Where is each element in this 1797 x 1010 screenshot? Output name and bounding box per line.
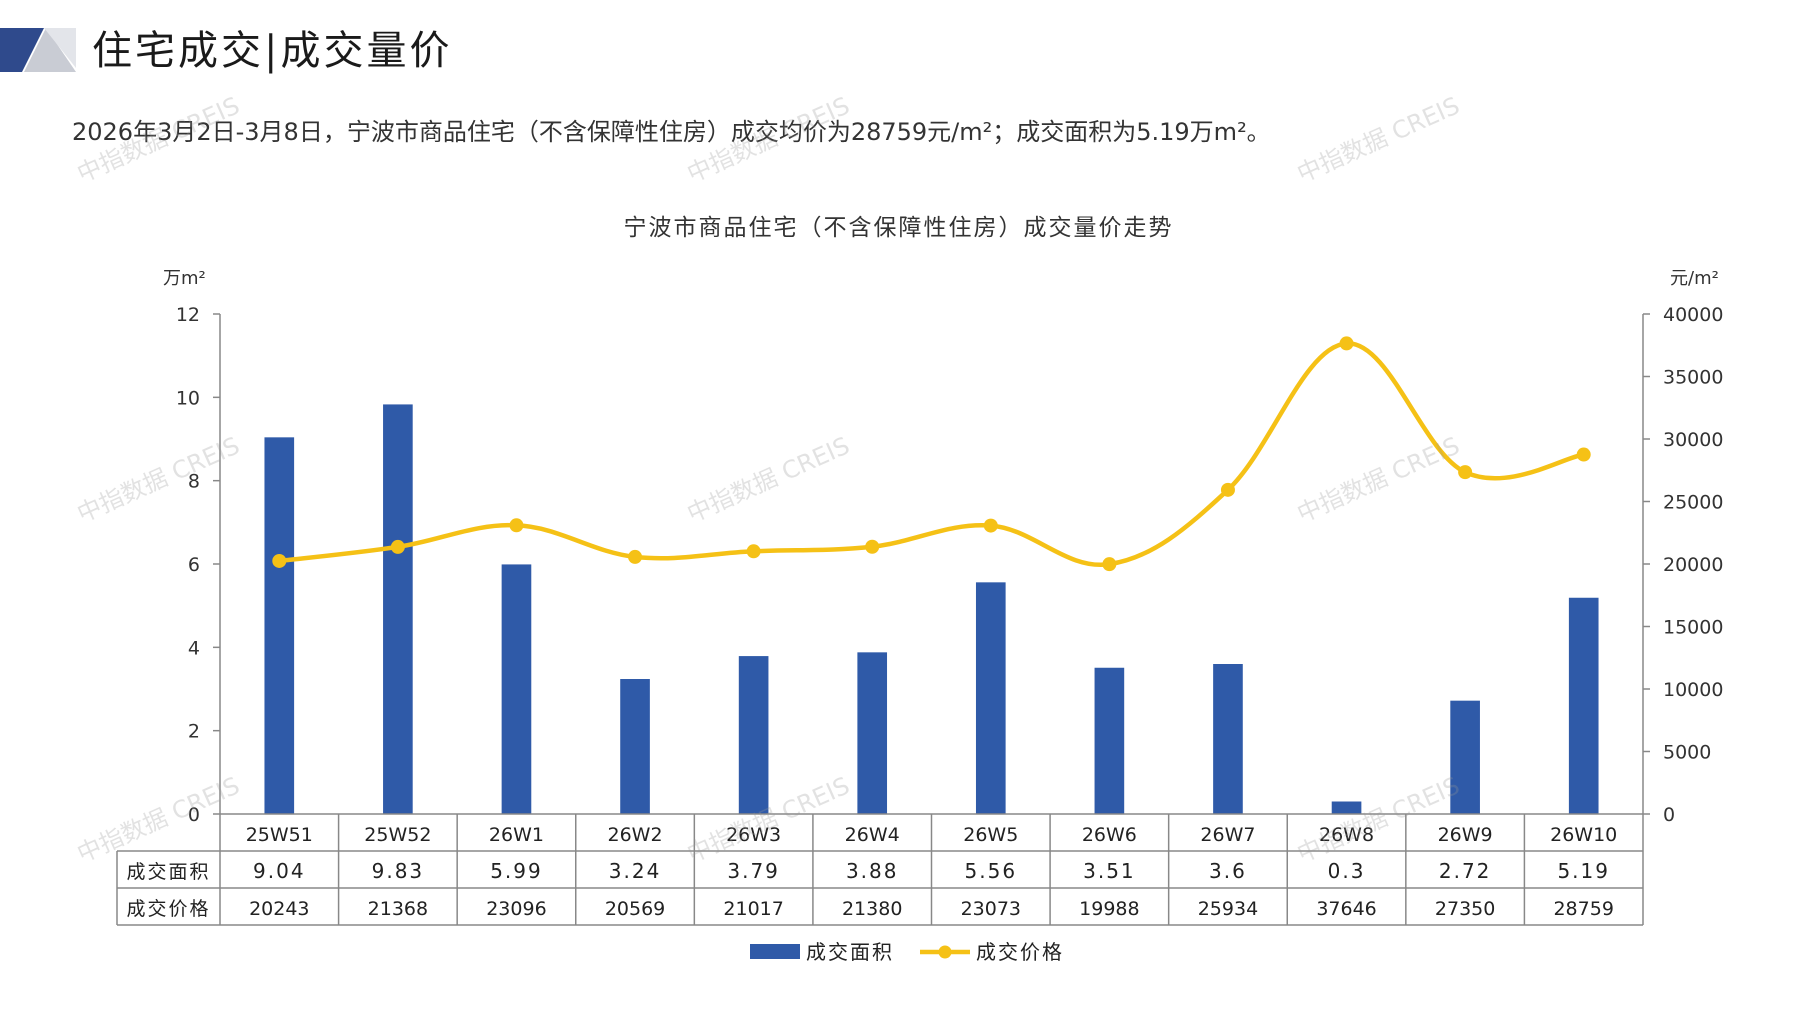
- table-cell-area: 9.04: [253, 859, 306, 883]
- bar-26W8: [1331, 801, 1362, 814]
- table-cell-price: 23073: [961, 898, 1021, 920]
- y-right-tick-label: 30000: [1663, 429, 1723, 451]
- price-point-25W52: [390, 539, 405, 554]
- bar-26W2: [620, 679, 650, 814]
- x-tick-label: 26W10: [1550, 824, 1617, 846]
- table-cell-area: 5.99: [490, 859, 543, 883]
- y-right-tick-label: 25000: [1663, 492, 1723, 514]
- price-point-26W4: [865, 539, 880, 554]
- brand-logo-icon: [0, 28, 76, 72]
- x-tick-label: 26W2: [608, 824, 663, 846]
- bar-25W52: [383, 404, 413, 814]
- price-point-26W2: [628, 549, 643, 564]
- y-right-tick-label: 35000: [1663, 367, 1723, 389]
- legend-label-area: 成交面积: [806, 940, 894, 964]
- table-cell-area: 9.83: [372, 859, 425, 883]
- price-point-26W9: [1458, 465, 1473, 480]
- x-tick-label: 26W4: [845, 824, 900, 846]
- table-cell-price: 19988: [1079, 898, 1139, 920]
- table-row-label-price: 成交价格: [126, 898, 210, 920]
- legend-swatch-area: [750, 944, 800, 959]
- table-cell-area: 3.24: [609, 859, 662, 883]
- bar-26W10: [1568, 597, 1599, 814]
- summary-text: 2026年3月2日-3月8日，宁波市商品住宅（不含保障性住房）成交均价为2875…: [72, 118, 1271, 146]
- x-tick-label: 26W1: [489, 824, 544, 846]
- y-left-unit: 万m²: [163, 268, 206, 289]
- y-left-tick-label: 2: [188, 721, 200, 743]
- table-cell-price: 20569: [605, 898, 665, 920]
- bar-26W5: [975, 582, 1006, 814]
- table-cell-area: 3.51: [1083, 859, 1136, 883]
- price-line: [279, 341, 1585, 568]
- y-right-tick-label: 0: [1663, 804, 1675, 826]
- x-tick-label: 25W52: [364, 824, 431, 846]
- y-left-tick-label: 8: [188, 471, 200, 493]
- y-left-tick-label: 10: [176, 387, 200, 409]
- table-cell-price: 21368: [368, 898, 428, 920]
- x-tick-label: 26W3: [726, 824, 781, 846]
- price-point-26W7: [1220, 482, 1235, 497]
- price-point-26W10: [1576, 447, 1591, 462]
- bar-26W3: [738, 656, 769, 814]
- table-cell-price: 23096: [486, 898, 546, 920]
- x-tick-label: 26W9: [1438, 824, 1493, 846]
- bar-26W1: [501, 564, 532, 814]
- y-right-tick-label: 20000: [1663, 554, 1723, 576]
- x-tick-label: 26W8: [1319, 824, 1374, 846]
- bar-26W4: [857, 652, 888, 814]
- y-left-tick-label: 12: [176, 304, 200, 326]
- table-cell-price: 21380: [842, 898, 902, 920]
- table-cell-price: 25934: [1198, 898, 1258, 920]
- table-cell-area: 5.56: [965, 859, 1018, 883]
- price-point-26W5: [983, 518, 998, 533]
- y-right-tick-label: 15000: [1663, 617, 1723, 639]
- legend-label-price: 成交价格: [976, 940, 1064, 964]
- y-right-tick-label: 40000: [1663, 304, 1723, 326]
- bar-26W7: [1213, 664, 1243, 814]
- table-row-label-area: 成交面积: [126, 861, 210, 883]
- table-cell-price: 20243: [249, 898, 309, 920]
- price-point-26W3: [746, 544, 761, 559]
- price-point-26W6: [1102, 557, 1117, 572]
- table-cell-area: 3.6: [1209, 859, 1247, 883]
- legend-swatch-price-dot: [938, 945, 952, 959]
- x-tick-label: 26W5: [963, 824, 1018, 846]
- table-cell-area: 2.72: [1439, 859, 1492, 883]
- table-cell-price: 21017: [723, 898, 783, 920]
- chart-title: 宁波市商品住宅（不含保障性住房）成交量价走势: [623, 215, 1174, 241]
- bar-26W9: [1450, 700, 1480, 814]
- table-cell-area: 5.19: [1557, 859, 1610, 883]
- y-right-tick-label: 10000: [1663, 679, 1723, 701]
- y-right-tick-label: 5000: [1663, 742, 1711, 764]
- table-cell-price: 27350: [1435, 898, 1495, 920]
- price-point-25W51: [272, 553, 287, 568]
- y-left-tick-label: 0: [188, 804, 200, 826]
- table-cell-price: 28759: [1553, 898, 1613, 920]
- y-right-unit: 元/m²: [1670, 268, 1719, 289]
- x-tick-label: 26W7: [1200, 824, 1255, 846]
- x-tick-label: 25W51: [246, 824, 313, 846]
- table-cell-area: 3.88: [846, 859, 899, 883]
- y-left-tick-label: 6: [188, 554, 200, 576]
- price-point-26W8: [1339, 336, 1354, 351]
- price-point-26W1: [509, 518, 524, 533]
- table-cell-area: 0.3: [1328, 859, 1366, 883]
- x-tick-label: 26W6: [1082, 824, 1137, 846]
- table-cell-area: 3.79: [727, 859, 780, 883]
- table-cell-price: 37646: [1316, 898, 1376, 920]
- bar-26W6: [1094, 667, 1125, 814]
- bar-25W51: [264, 437, 295, 814]
- page-title: 住宅成交|成交量价: [92, 28, 453, 74]
- y-left-tick-label: 4: [188, 637, 200, 659]
